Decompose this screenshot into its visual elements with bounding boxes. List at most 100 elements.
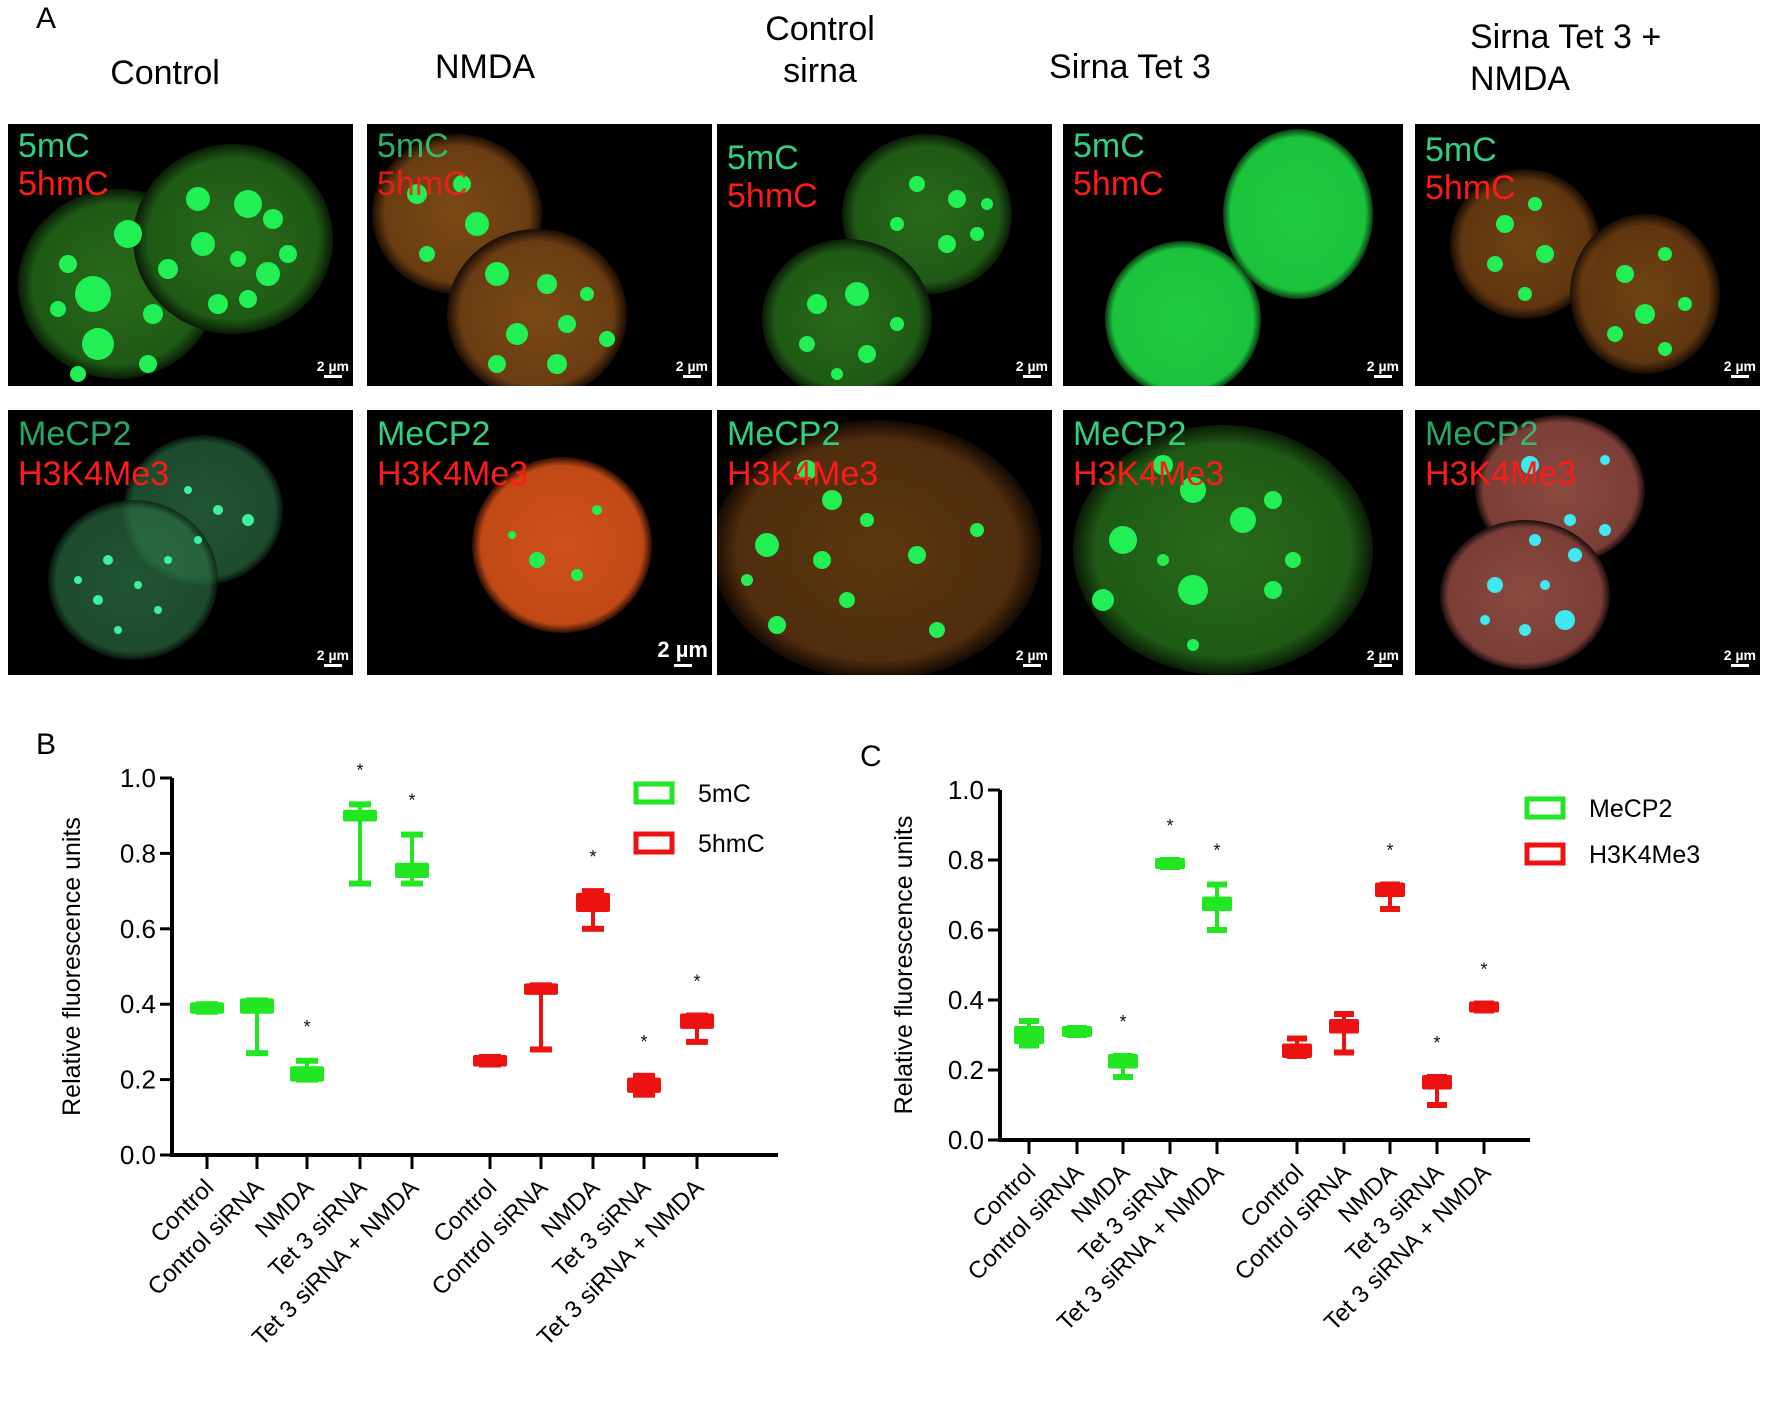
- whisker-cap-bottom: [686, 1038, 708, 1045]
- nuclei-image: [1073, 425, 1373, 675]
- panel-letter-a: A: [36, 2, 57, 35]
- box: [1108, 1054, 1138, 1069]
- significance-star: *: [1480, 960, 1487, 980]
- scale-bar-line: [1730, 375, 1749, 378]
- box-h3k4me3-4: *: [1469, 960, 1499, 1014]
- nuclei-image: [48, 435, 283, 660]
- whisker-cap-top: [582, 888, 604, 895]
- y-tick-label: 0.4: [948, 985, 984, 1015]
- micrograph-control-sirna-mecp2: MeCP2 H3K4Me3 2 µm: [717, 410, 1052, 675]
- column-title-text: Control: [110, 54, 220, 92]
- micrograph-nmda-5mc: 5mC 5hmC 2 µm: [367, 124, 712, 386]
- scale-bar-line: [1022, 375, 1041, 378]
- channel-label-red: H3K4Me3: [1425, 455, 1577, 493]
- scale-bar: 2 µm: [1367, 358, 1399, 378]
- y-axis-label: Relative fluorescence units: [58, 817, 86, 1116]
- box-5mc-2: *: [290, 1017, 324, 1083]
- y-tick-label: 0.8: [120, 838, 156, 868]
- scale-bar: 2 µm: [1016, 647, 1048, 667]
- channel-label-red: 5hmC: [18, 165, 109, 203]
- y-tick-label: 0.4: [120, 989, 156, 1019]
- box: [1469, 1001, 1499, 1013]
- y-tick-label: 1.0: [120, 763, 156, 793]
- nuclei-image: [717, 420, 1042, 675]
- nuclei-image: [1105, 129, 1373, 386]
- scale-bar: 2 µm: [657, 637, 708, 667]
- nuclei-image: [18, 144, 333, 382]
- legend-swatch-5hmc: [633, 831, 675, 855]
- whisker-cap-top: [1019, 1018, 1039, 1024]
- micrograph-sirna-tet3-nmda-5mc: 5mC 5hmC 2 µm: [1415, 124, 1760, 386]
- whisker-cap-bottom: [1207, 927, 1227, 933]
- whisker-cap-top: [1207, 881, 1227, 888]
- micrograph-control-sirna-5mc: 5mC 5hmC 2 µm: [717, 124, 1052, 386]
- micrograph-sirna-tet3-5mc: 5mC 5hmC 2 µm: [1063, 124, 1403, 386]
- legend-label-mecp2: MeCP2: [1589, 795, 1672, 823]
- channel-label-green: 5mC: [727, 139, 799, 177]
- box: [473, 1054, 507, 1067]
- y-tick-label: 0.6: [120, 914, 156, 944]
- legend-swatch-h3k4me3: [1524, 842, 1566, 866]
- y-tick-label: 0.2: [948, 1055, 984, 1085]
- micrograph-control-mecp2: MeCP2 H3K4Me3 2 µm: [8, 410, 353, 675]
- box-mecp2-1: [1062, 1025, 1092, 1038]
- scale-bar: 2 µm: [317, 647, 349, 667]
- significance-star: *: [1213, 841, 1220, 861]
- channel-label-red: H3K4Me3: [18, 455, 170, 493]
- box: [395, 862, 429, 879]
- scale-bar-line: [682, 375, 701, 378]
- whisker-cap-bottom: [1019, 1042, 1039, 1049]
- scale-bar-line: [1022, 664, 1041, 667]
- nuclei-image: [1450, 169, 1720, 374]
- channel-label-red: 5hmC: [1073, 165, 1164, 203]
- box: [1062, 1026, 1092, 1037]
- box: [1202, 896, 1232, 911]
- legend-label-5mc: 5mC: [698, 780, 751, 808]
- box-h3k4me3-3: *: [1422, 1033, 1452, 1108]
- box: [576, 892, 610, 912]
- y-tick-label: 0.0: [948, 1125, 984, 1155]
- significance-star: *: [1119, 1012, 1126, 1032]
- box-5mc-0: [190, 1001, 224, 1015]
- nuclei-image: [1440, 415, 1645, 670]
- whisker-cap-bottom: [530, 1046, 552, 1053]
- legend-swatch-mecp2: [1524, 796, 1566, 820]
- channel-label-green: MeCP2: [18, 415, 132, 453]
- box: [1375, 882, 1405, 897]
- y-axis-label: Relative fluorescence units: [890, 816, 918, 1115]
- whisker-cap-bottom: [1427, 1102, 1447, 1108]
- box-h3k4me3-2: *: [1375, 841, 1405, 912]
- column-title-nmda: NMDA: [380, 46, 590, 88]
- column-title-text: NMDA: [1470, 60, 1571, 98]
- significance-star: *: [640, 1032, 647, 1052]
- whisker-cap-bottom: [349, 880, 371, 887]
- whisker-cap-top: [296, 1057, 318, 1064]
- box: [1422, 1075, 1452, 1090]
- box: [240, 998, 274, 1014]
- nuclei-image: [762, 134, 1012, 386]
- box-5mc-1: [240, 997, 274, 1057]
- box: [524, 983, 558, 995]
- box: [343, 809, 377, 822]
- scale-bar-label: 2 µm: [316, 647, 349, 663]
- legend-swatch-5mc: [633, 781, 675, 805]
- box-mecp2-4: *: [1202, 841, 1232, 933]
- scale-bar-label: 2 µm: [1723, 358, 1756, 374]
- panel-letter-c: C: [860, 740, 882, 773]
- significance-star: *: [693, 972, 700, 992]
- channel-label-green: MeCP2: [1425, 415, 1539, 453]
- nuclei-image: [372, 134, 627, 386]
- box-5mc-4: *: [395, 791, 429, 887]
- box: [1014, 1026, 1044, 1044]
- scale-bar: 2 µm: [676, 358, 708, 378]
- y-tick-label: 0.6: [948, 915, 984, 945]
- column-title-text: NMDA: [434, 48, 536, 86]
- channel-label-red: H3K4Me3: [377, 455, 529, 493]
- box-5mc-3: *: [343, 760, 377, 887]
- whisker-cap-top: [1334, 1011, 1354, 1017]
- scale-bar: 2 µm: [1016, 358, 1048, 378]
- significance-star: *: [356, 760, 363, 780]
- box: [290, 1066, 324, 1082]
- column-title-control: Control: [60, 52, 270, 94]
- channel-label-red: 5hmC: [727, 177, 818, 215]
